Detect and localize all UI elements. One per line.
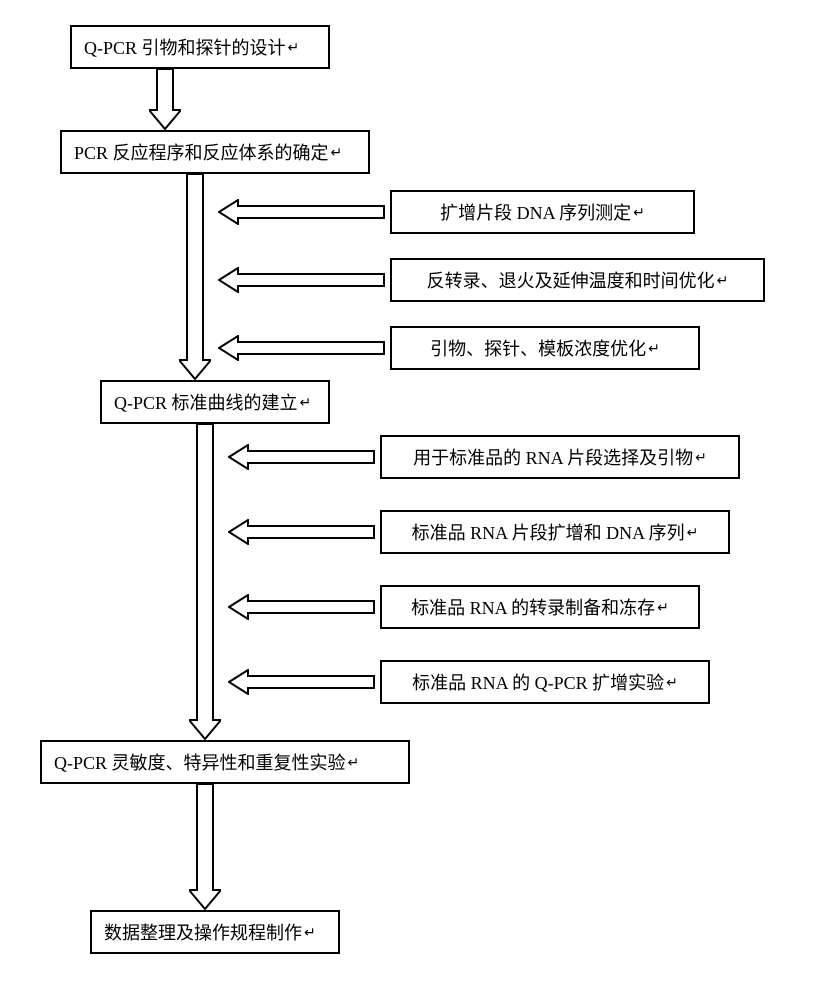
box-label: PCR 反应程序和反应体系的确定 <box>74 139 329 165</box>
side-step-box: 标准品 RNA 的 Q-PCR 扩增实验↵ <box>380 660 710 704</box>
box-label: Q-PCR 引物和探针的设计 <box>84 34 286 60</box>
side-step-box: 扩增片段 DNA 序列测定↵ <box>390 190 695 234</box>
return-symbol: ↵ <box>300 394 312 411</box>
down-arrow <box>189 784 221 910</box>
return-symbol: ↵ <box>687 524 699 541</box>
main-step-box: PCR 反应程序和反应体系的确定↵ <box>60 130 370 174</box>
down-arrow <box>149 69 181 130</box>
main-step-box: Q-PCR 灵敏度、特异性和重复性实验↵ <box>40 740 410 784</box>
left-arrow <box>228 669 375 695</box>
box-label: 反转录、退火及延伸温度和时间优化 <box>427 267 715 293</box>
return-symbol: ↵ <box>657 599 669 616</box>
return-symbol: ↵ <box>288 39 300 56</box>
return-symbol: ↵ <box>648 340 660 357</box>
main-step-box: Q-PCR 标准曲线的建立↵ <box>100 380 330 424</box>
left-arrow <box>218 335 385 361</box>
left-arrow <box>228 519 375 545</box>
box-label: 标准品 RNA 的 Q-PCR 扩增实验 <box>412 669 664 695</box>
left-arrow <box>228 444 375 470</box>
side-step-box: 标准品 RNA 的转录制备和冻存↵ <box>380 585 700 629</box>
return-symbol: ↵ <box>633 204 645 221</box>
return-symbol: ↵ <box>695 449 707 466</box>
box-label: 引物、探针、模板浓度优化 <box>430 335 646 361</box>
down-arrow <box>189 424 221 740</box>
box-label: 扩增片段 DNA 序列测定 <box>440 199 631 225</box>
left-arrow <box>218 267 385 293</box>
down-arrow <box>179 174 211 380</box>
main-step-box: Q-PCR 引物和探针的设计↵ <box>70 25 330 69</box>
box-label: 用于标准品的 RNA 片段选择及引物 <box>413 444 693 470</box>
return-symbol: ↵ <box>331 144 343 161</box>
box-label: 标准品 RNA 片段扩增和 DNA 序列 <box>412 519 685 545</box>
main-step-box: 数据整理及操作规程制作↵ <box>90 910 340 954</box>
return-symbol: ↵ <box>304 924 316 941</box>
box-label: Q-PCR 灵敏度、特异性和重复性实验 <box>54 749 346 775</box>
return-symbol: ↵ <box>666 674 678 691</box>
side-step-box: 用于标准品的 RNA 片段选择及引物↵ <box>380 435 740 479</box>
side-step-box: 引物、探针、模板浓度优化↵ <box>390 326 700 370</box>
left-arrow <box>218 199 385 225</box>
left-arrow <box>228 594 375 620</box>
side-step-box: 反转录、退火及延伸温度和时间优化↵ <box>390 258 765 302</box>
return-symbol: ↵ <box>717 272 729 289</box>
box-label: Q-PCR 标准曲线的建立 <box>114 389 298 415</box>
box-label: 标准品 RNA 的转录制备和冻存 <box>411 594 655 620</box>
return-symbol: ↵ <box>348 754 360 771</box>
side-step-box: 标准品 RNA 片段扩增和 DNA 序列↵ <box>380 510 730 554</box>
box-label: 数据整理及操作规程制作 <box>104 919 302 945</box>
